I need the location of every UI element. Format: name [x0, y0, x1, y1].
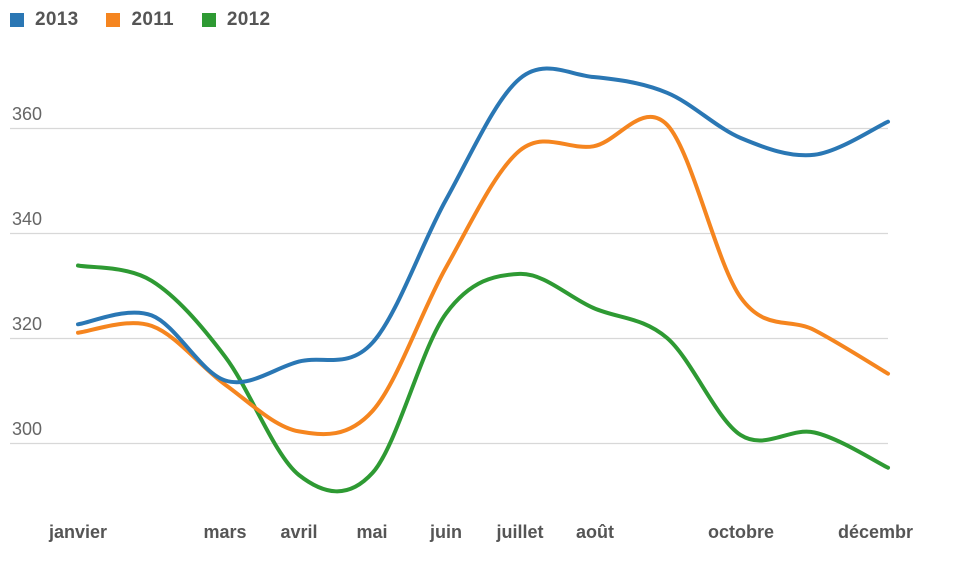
x-tick-aout: août [576, 522, 614, 542]
legend-item-2013[interactable]: 2013 [10, 9, 78, 31]
y-tick-300: 300 [12, 419, 42, 439]
x-axis: janvier mars avril mai juin juillet août… [48, 522, 913, 542]
legend-swatch-2012 [201, 13, 216, 27]
x-tick-avril: avril [280, 522, 317, 542]
gridlines [10, 127, 888, 445]
x-tick-mai: mai [356, 522, 387, 542]
y-tick-320: 320 [12, 314, 42, 334]
series-lines [76, 66, 890, 494]
x-tick-mars: mars [203, 522, 246, 542]
legend-label-2013: 2013 [35, 9, 79, 30]
x-tick-juin: juin [429, 522, 462, 542]
legend-swatch-2011 [106, 13, 121, 27]
y-tick-360: 360 [12, 104, 42, 124]
series-line-2012[interactable] [76, 263, 890, 494]
legend-label-2012: 2012 [226, 9, 271, 30]
x-tick-juillet: juillet [495, 522, 543, 542]
x-tick-janvier: janvier [48, 522, 107, 542]
legend-swatch-2013 [10, 13, 24, 27]
legend-item-2011[interactable]: 2011 [106, 9, 174, 31]
y-tick-340: 340 [12, 209, 42, 229]
x-tick-decembre: décembr [838, 522, 913, 542]
series-line-2013[interactable] [76, 66, 890, 385]
y-axis: 360 340 320 300 [12, 104, 42, 439]
chart-legend: 2013 2011 2012 [10, 7, 298, 33]
legend-label-2011: 2011 [131, 9, 174, 30]
legend-item-2012[interactable]: 2012 [201, 9, 271, 31]
series-line-2011[interactable] [76, 115, 890, 437]
x-tick-octobre: octobre [708, 522, 774, 542]
